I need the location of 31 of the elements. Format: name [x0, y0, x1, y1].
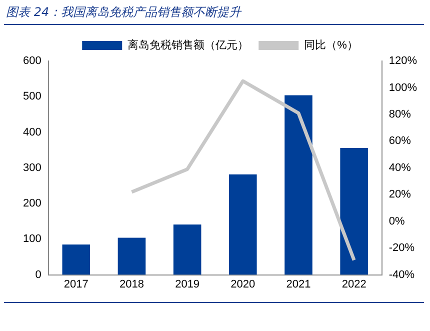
x-tick-label: 2019: [175, 278, 200, 290]
y2-tick-label: -40%: [388, 268, 415, 281]
y2-tick-label: -20%: [388, 242, 415, 254]
x-tick-label: 2020: [230, 278, 256, 290]
y2-tick-label: 0%: [388, 215, 405, 228]
bar: [118, 238, 146, 275]
x-tick-label: 2022: [342, 278, 366, 290]
y2-tick-label: 120%: [388, 55, 418, 68]
y2-tick-label: 40%: [388, 162, 412, 174]
bar: [62, 244, 90, 275]
bar: [229, 174, 257, 275]
y2-tick-label: 80%: [388, 108, 412, 120]
x-tick-label: 2021: [286, 278, 311, 290]
y-tick-label: 100: [22, 233, 42, 246]
y2-tick-label: 20%: [388, 188, 412, 201]
y-tick-label: 200: [22, 198, 42, 210]
y-tick-label: 600: [22, 55, 42, 68]
y2-tick-label: 100%: [388, 82, 418, 94]
y-tick-label: 0: [35, 268, 42, 281]
x-tick-label: 2018: [119, 278, 144, 290]
chart-title: 图表 24：我国离岛免税产品销售额不断提升: [6, 4, 242, 21]
legend-label: 离岛免税销售额（亿元）: [128, 38, 249, 52]
bar: [284, 95, 312, 275]
x-tick-label: 2017: [64, 278, 88, 290]
legend-label: 同比（%）: [304, 38, 358, 52]
bar: [340, 148, 368, 275]
y2-tick-label: 60%: [388, 135, 412, 148]
y-tick-label: 300: [22, 162, 42, 174]
y-tick-label: 500: [22, 90, 42, 103]
bar: [173, 224, 202, 275]
y-tick-label: 400: [22, 126, 42, 138]
